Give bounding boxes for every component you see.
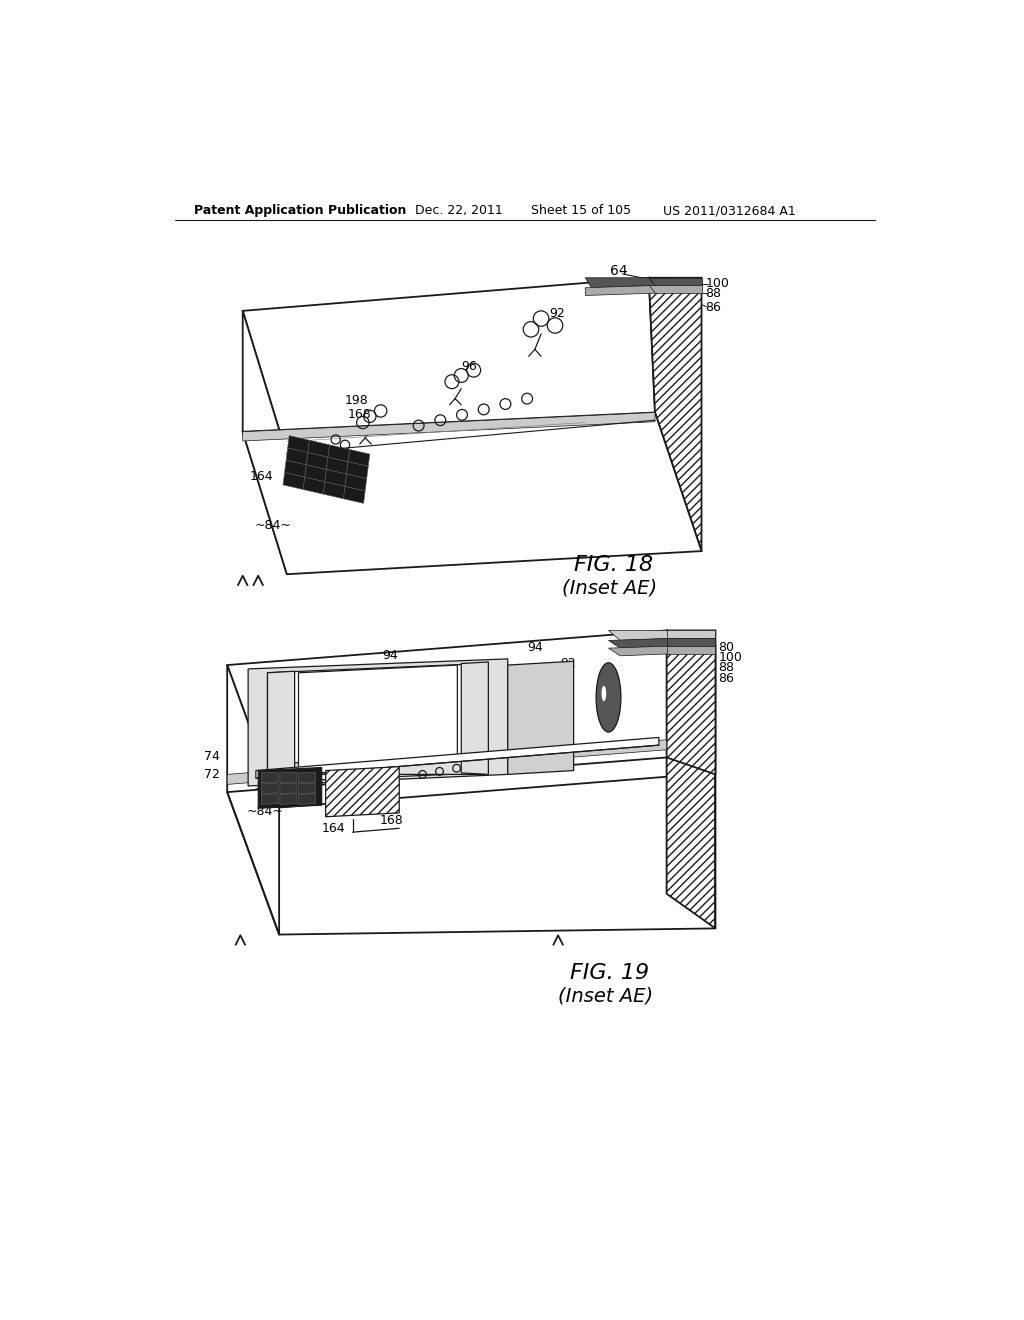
Polygon shape [285,461,306,478]
Polygon shape [667,638,716,645]
Text: 164: 164 [250,470,273,483]
Text: 168: 168 [380,814,403,828]
Text: 100: 100 [706,277,729,290]
Polygon shape [256,738,658,779]
Polygon shape [283,473,305,490]
Text: 88: 88 [719,661,734,675]
Ellipse shape [601,686,606,701]
Polygon shape [649,285,701,293]
Text: (Inset AE): (Inset AE) [558,986,653,1006]
Polygon shape [243,412,655,441]
Polygon shape [324,482,345,499]
Polygon shape [299,665,458,770]
Polygon shape [608,638,678,648]
Polygon shape [243,412,701,574]
Polygon shape [267,671,295,781]
Polygon shape [303,478,325,494]
Polygon shape [295,755,484,775]
Polygon shape [508,661,573,775]
Polygon shape [267,664,484,781]
Polygon shape [227,739,667,784]
Text: 86: 86 [706,301,721,314]
Polygon shape [586,285,655,296]
Text: FIG. 19: FIG. 19 [569,964,649,983]
Polygon shape [649,277,701,285]
Text: Patent Application Publication: Patent Application Publication [194,205,407,218]
Text: Dec. 22, 2011: Dec. 22, 2011 [415,205,503,218]
Polygon shape [667,631,716,928]
Polygon shape [261,783,279,793]
Polygon shape [286,447,308,465]
Text: 74: 74 [204,750,219,763]
Text: 92: 92 [560,657,577,671]
Text: US 2011/0312684 A1: US 2011/0312684 A1 [663,205,796,218]
Polygon shape [227,665,280,935]
Text: 198: 198 [345,393,369,407]
Polygon shape [345,474,367,491]
Text: (Inset AE): (Inset AE) [562,578,657,598]
Polygon shape [280,793,297,804]
Polygon shape [667,631,716,638]
Polygon shape [243,312,287,574]
Text: 96: 96 [461,360,477,372]
Polygon shape [227,631,716,808]
Text: 64: 64 [610,264,628,277]
Text: 168: 168 [347,408,371,421]
Text: 72: 72 [204,768,219,781]
Polygon shape [305,465,327,482]
Text: 94: 94 [382,648,398,661]
Polygon shape [348,449,370,466]
Text: Sheet 15 of 105: Sheet 15 of 105 [531,205,631,218]
Text: 94: 94 [527,640,543,653]
Polygon shape [608,631,678,640]
Polygon shape [667,645,716,653]
Text: 92: 92 [550,308,565,321]
Polygon shape [261,772,279,783]
Polygon shape [280,783,297,793]
Polygon shape [306,453,328,470]
Text: 86: 86 [719,672,734,685]
Polygon shape [346,462,369,479]
Polygon shape [308,441,330,457]
Polygon shape [461,663,488,775]
Polygon shape [608,645,678,656]
Text: ~84~: ~84~ [247,805,284,818]
Polygon shape [325,470,346,487]
Polygon shape [299,772,315,783]
Text: ~84~: ~84~ [254,519,291,532]
Polygon shape [326,767,399,817]
Polygon shape [243,277,655,455]
Text: FIG. 18: FIG. 18 [573,554,652,576]
Text: 88: 88 [706,286,721,300]
Polygon shape [280,772,297,783]
Text: 96: 96 [475,689,490,702]
Polygon shape [258,767,322,808]
Polygon shape [649,277,701,552]
Polygon shape [248,659,508,785]
Polygon shape [586,277,655,288]
Polygon shape [261,793,279,804]
Polygon shape [327,457,348,474]
Polygon shape [328,445,349,462]
Ellipse shape [596,663,621,733]
Text: 164: 164 [322,822,345,834]
Polygon shape [343,487,366,503]
Polygon shape [299,783,315,793]
Text: 80: 80 [719,640,734,653]
Polygon shape [299,793,315,804]
Text: 100: 100 [719,651,742,664]
Polygon shape [288,436,309,453]
